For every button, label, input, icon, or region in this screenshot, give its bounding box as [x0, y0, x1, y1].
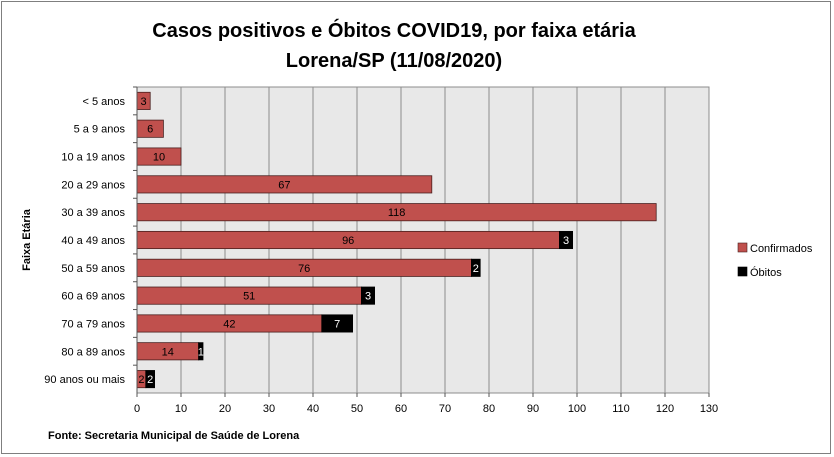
x-tick-label: 80	[483, 403, 495, 415]
y-tick-label: 30 a 39 anos	[61, 207, 125, 219]
data-label-confirmados: 96	[342, 235, 354, 247]
bar-obitos	[470, 258, 481, 277]
data-label-obitos: 3	[563, 235, 569, 247]
y-tick-label: 10 a 19 anos	[61, 152, 125, 164]
data-label-obitos: 1	[198, 346, 204, 358]
legend-swatch	[737, 242, 748, 253]
y-tick-label: 5 a 9 anos	[74, 124, 126, 136]
bar-obitos	[321, 314, 353, 333]
y-tick-label: 20 a 29 anos	[61, 179, 125, 191]
bar-obitos	[360, 286, 375, 305]
data-label-confirmados: 6	[147, 124, 153, 136]
data-label-confirmados: 2	[138, 374, 144, 386]
data-label-confirmados: 10	[153, 152, 165, 164]
data-label-confirmados: 42	[223, 318, 235, 330]
x-tick-label: 0	[134, 403, 140, 415]
x-tick-label: 10	[175, 403, 187, 415]
y-tick-label: 70 a 79 anos	[61, 318, 125, 330]
data-label-confirmados: 76	[298, 263, 310, 275]
x-tick-label: 120	[656, 403, 674, 415]
data-label-obitos: 2	[147, 374, 153, 386]
chart-title-line2: Lorena/SP (11/08/2020)	[286, 50, 502, 72]
y-tick-label: 80 a 89 anos	[61, 346, 125, 358]
x-tick-label: 90	[527, 403, 539, 415]
x-tick-label: 110	[612, 403, 630, 415]
legend: Confirmados Óbitos	[737, 242, 813, 279]
x-tick-label: 130	[700, 403, 718, 415]
source-note: Fonte: Secretaria Municipal de Saúde de …	[48, 430, 300, 442]
legend-swatch	[737, 266, 748, 277]
bar-obitos	[198, 342, 204, 361]
x-tick-label: 50	[351, 403, 363, 415]
y-axis-title: Faixa Etária	[21, 208, 33, 271]
y-tick-label: 50 a 59 anos	[61, 263, 125, 275]
x-tick-label: 60	[395, 403, 407, 415]
bar-obitos	[145, 370, 156, 389]
data-label-confirmados: 51	[243, 291, 255, 303]
chart-title-line1: Casos positivos e Óbitos COVID19, por fa…	[152, 18, 636, 42]
data-label-obitos: 7	[334, 318, 340, 330]
y-tick-label: 90 anos ou mais	[44, 374, 125, 386]
y-tick-label: < 5 anos	[82, 96, 125, 108]
data-label-confirmados: 118	[388, 207, 406, 219]
x-tick-label: 70	[439, 403, 451, 415]
data-label-obitos: 3	[365, 291, 371, 303]
x-tick-label: 40	[307, 403, 319, 415]
bar-obitos	[559, 230, 574, 250]
legend-label: Confirmados	[750, 243, 813, 255]
axis-ticks: 0 10 20 30 40 50 60 70 80 90 100 110 120 130< 5 anos5…	[44, 86, 718, 415]
data-label-confirmados: 3	[141, 96, 147, 108]
legend-label: Óbitos	[750, 266, 782, 279]
x-tick-label: 20	[219, 403, 231, 415]
x-tick-label: 30	[263, 403, 275, 415]
data-label-obitos: 2	[473, 263, 479, 275]
data-label-confirmados: 14	[162, 346, 174, 358]
data-label-confirmados: 67	[278, 179, 290, 191]
y-tick-label: 60 a 69 anos	[61, 291, 125, 303]
x-tick-label: 100	[568, 403, 586, 415]
y-tick-label: 40 a 49 anos	[61, 235, 125, 247]
